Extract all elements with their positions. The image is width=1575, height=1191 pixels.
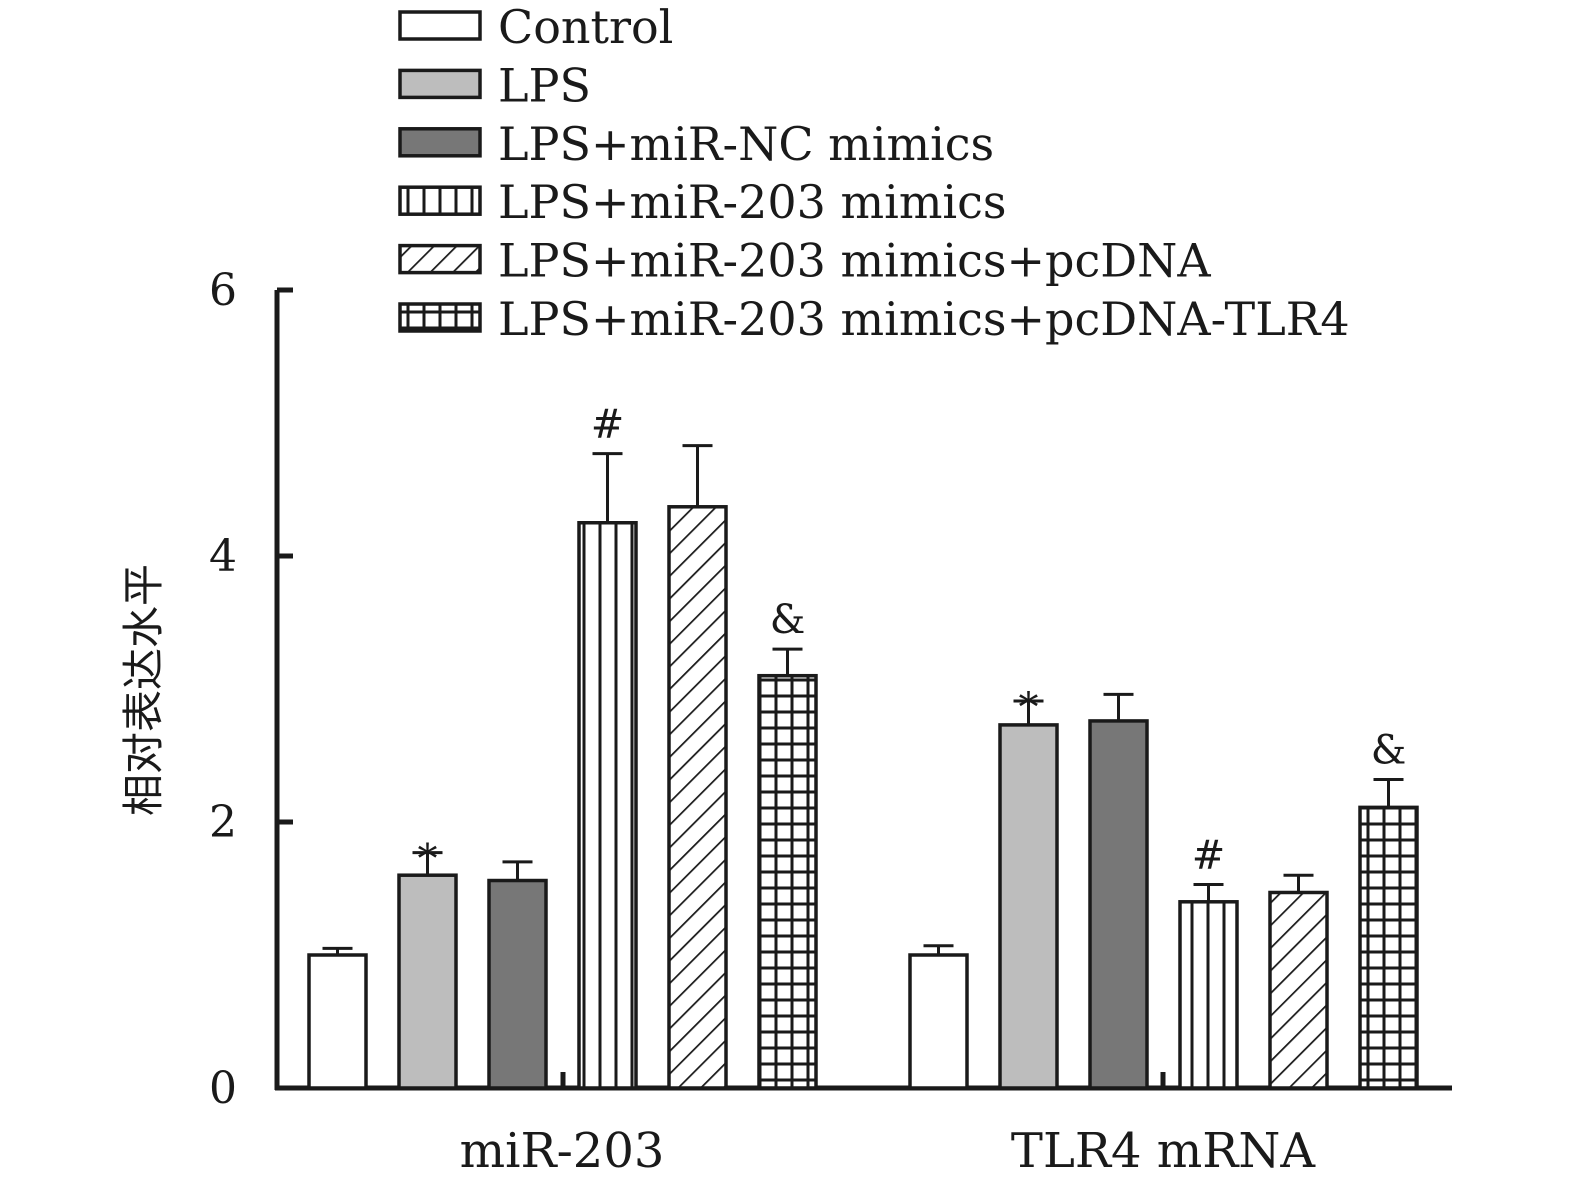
legend-label: LPS+miR-NC mimics xyxy=(498,117,994,171)
bar-mir-203-control xyxy=(307,953,368,1090)
legend-swatch-lps-mir-203-mimics-pcdna xyxy=(398,243,482,275)
bar-tlr4-mrna-lps-mir-nc-mimics xyxy=(1088,719,1149,1090)
y-axis-label: 相对表达水平 xyxy=(119,564,168,816)
bars xyxy=(307,444,1419,1090)
legend-label: LPS+miR-203 mimics+pcDNA-TLR4 xyxy=(498,292,1350,346)
significance-marker: # xyxy=(1192,833,1226,879)
y-tick-label: 0 xyxy=(209,1063,237,1114)
legend-swatch-lps-mir-203-mimics xyxy=(398,185,482,216)
bar-mir-203-lps-mir-nc-mimics xyxy=(487,878,548,1090)
bar-mir-203-lps-mir-203-mimics-pcdna-tlr4 xyxy=(757,673,818,1090)
bar-tlr4-mrna-lps-mir-203-mimics xyxy=(1178,900,1239,1090)
significance-marker: # xyxy=(591,402,625,448)
bar-mir-203-lps-mir-203-mimics-pcdna xyxy=(667,505,728,1090)
y-tick-label: 4 xyxy=(209,531,237,582)
legend-swatch-lps-mir-203-mimics-pcdna-tlr4 xyxy=(398,302,482,333)
bar-tlr4-mrna-lps-mir-203-mimics-pcdna xyxy=(1268,890,1329,1090)
legend-label: LPS+miR-203 mimics xyxy=(498,175,1007,229)
axes: 0 2 4 6 xyxy=(209,265,1452,1114)
legend-label: LPS xyxy=(498,58,591,112)
bar-tlr4-mrna-lps xyxy=(998,723,1059,1090)
x-category-label: TLR4 mRNA xyxy=(1011,1123,1316,1179)
x-category-label: miR-203 xyxy=(460,1123,665,1179)
bar-tlr4-mrna-lps-mir-203-mimics-pcdna-tlr4 xyxy=(1358,805,1419,1090)
labels: * # & miR-203 * # & TLR4 mRNA xyxy=(418,402,1407,1179)
bar-tlr4-mrna-control xyxy=(908,953,969,1090)
significance-marker: & xyxy=(770,597,806,643)
significance-marker: * xyxy=(418,837,438,883)
significance-marker: & xyxy=(1371,727,1407,773)
legend-swatch-control xyxy=(398,10,482,41)
significance-marker: * xyxy=(1019,685,1039,731)
bar-mir-203-lps-mir-203-mimics xyxy=(577,521,638,1090)
legend-label: Control xyxy=(498,0,673,54)
legend-swatch-lps-mir-nc-mimics xyxy=(398,127,482,158)
bar-mir-203-lps xyxy=(397,873,458,1090)
y-tick-label: 6 xyxy=(209,265,237,316)
legend-swatch-lps xyxy=(398,68,482,100)
legend-label: LPS+miR-203 mimics+pcDNA xyxy=(498,234,1211,288)
y-tick-label: 2 xyxy=(209,797,237,848)
